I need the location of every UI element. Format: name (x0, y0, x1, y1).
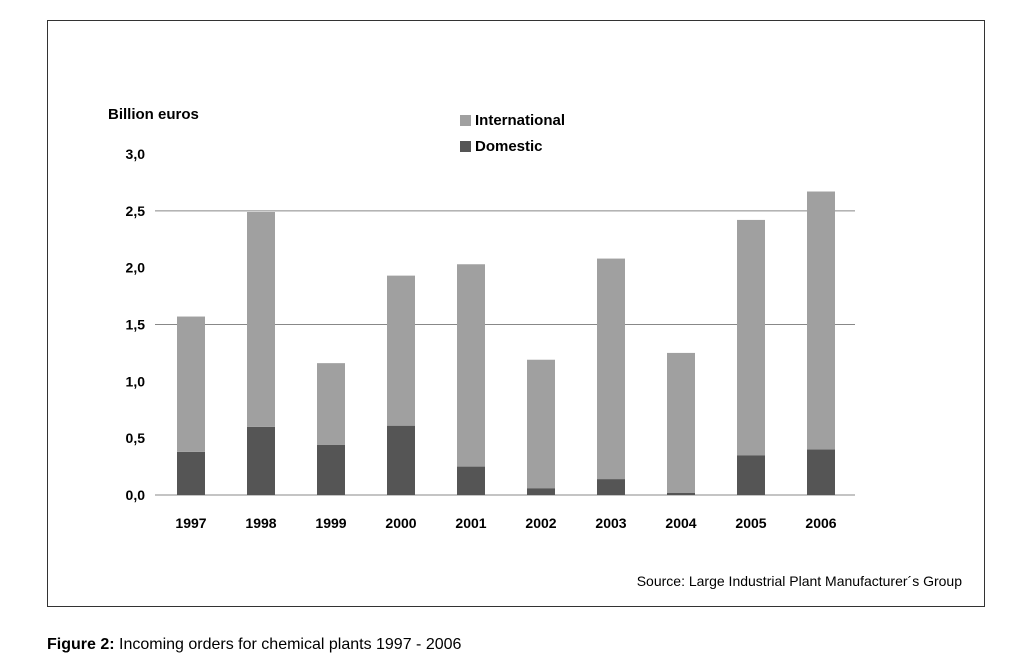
bar-domestic-1999 (317, 444, 345, 495)
bar-domestic-2005 (737, 455, 765, 495)
y-tick-label: 2,0 (126, 260, 146, 276)
bar-domestic-1997 (177, 451, 205, 495)
legend-swatch-international (460, 114, 471, 126)
x-tick-label: 2001 (455, 515, 486, 531)
x-tick-label: 1997 (175, 515, 206, 531)
x-tick-label: 2000 (385, 515, 416, 531)
x-tick-label: 2003 (595, 515, 626, 531)
y-tick-label: 0,5 (126, 430, 146, 446)
x-tick-label: 2006 (805, 515, 836, 531)
bar-international-2001 (457, 264, 485, 467)
figure-caption-label: Figure 2: (47, 636, 115, 653)
x-tick-label: 1999 (315, 515, 346, 531)
bar-domestic-2000 (387, 425, 415, 495)
legend-item-international: International (460, 107, 565, 133)
bar-domestic-2001 (457, 466, 485, 495)
x-tick-label: 1998 (245, 515, 276, 531)
bar-international-1999 (317, 363, 345, 445)
y-tick-label: 1,5 (126, 317, 146, 333)
x-tick-label: 2004 (665, 515, 696, 531)
figure-caption: Figure 2: Incoming orders for chemical p… (47, 636, 461, 654)
y-tick-label: 1,0 (126, 373, 146, 389)
y-tick-label: 0,0 (126, 487, 146, 503)
x-tick-label: 2002 (525, 515, 556, 531)
legend-swatch-domestic (460, 140, 471, 152)
bar-international-2004 (667, 352, 695, 493)
legend-item-domestic: Domestic (460, 133, 565, 159)
y-axis-label: Billion euros (108, 106, 199, 123)
bar-international-2000 (387, 275, 415, 426)
bar-domestic-2004 (667, 492, 695, 495)
legend: International Domestic (460, 107, 565, 159)
bar-domestic-1998 (247, 426, 275, 495)
bar-international-2002 (527, 359, 555, 489)
bar-international-2006 (807, 191, 835, 450)
bar-international-1998 (247, 211, 275, 427)
x-tick-label: 2005 (735, 515, 766, 531)
y-tick-label: 2,5 (126, 203, 146, 219)
bar-domestic-2002 (527, 488, 555, 495)
figure-caption-text: Incoming orders for chemical plants 1997… (114, 636, 462, 653)
y-tick-label: 3,0 (126, 146, 146, 162)
bar-international-2005 (737, 219, 765, 456)
source-note: Source: Large Industrial Plant Manufactu… (636, 573, 962, 589)
legend-label-domestic: Domestic (475, 137, 543, 155)
bar-domestic-2006 (807, 449, 835, 495)
bar-international-2003 (597, 258, 625, 480)
bar-international-1997 (177, 316, 205, 452)
bar-domestic-2003 (597, 479, 625, 495)
legend-label-international: International (475, 111, 566, 129)
